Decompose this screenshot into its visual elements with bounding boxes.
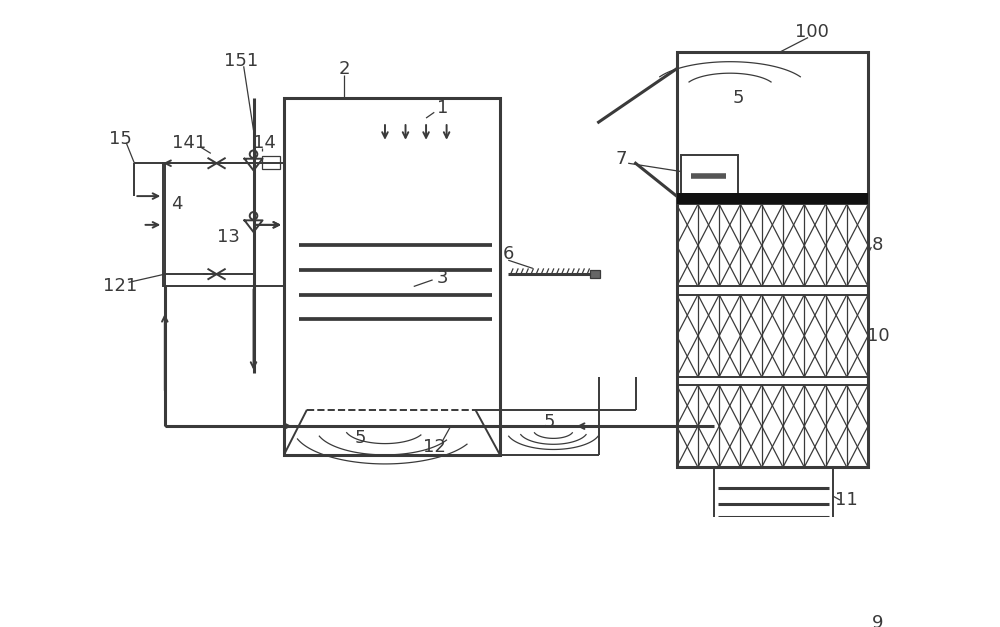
Bar bbox=[677, 52, 868, 467]
Bar bbox=[677, 193, 868, 204]
Bar bbox=[677, 385, 868, 467]
Text: 12: 12 bbox=[423, 438, 446, 456]
Text: 6: 6 bbox=[503, 245, 514, 263]
Text: 9: 9 bbox=[872, 614, 884, 627]
Text: 2: 2 bbox=[338, 60, 350, 78]
Text: 15: 15 bbox=[109, 130, 132, 147]
Text: 151: 151 bbox=[224, 51, 258, 70]
Text: 13: 13 bbox=[217, 228, 240, 246]
Text: 5: 5 bbox=[355, 429, 366, 448]
Bar bbox=[697, 591, 849, 627]
Text: 100: 100 bbox=[795, 23, 829, 41]
Text: 4: 4 bbox=[171, 196, 183, 213]
Text: 10: 10 bbox=[867, 327, 889, 345]
Text: 121: 121 bbox=[103, 278, 138, 295]
Text: 141: 141 bbox=[172, 134, 207, 152]
Bar bbox=[262, 156, 280, 169]
Text: 7: 7 bbox=[616, 150, 627, 168]
Bar bbox=[677, 295, 868, 377]
Bar bbox=[163, 163, 284, 287]
Bar bbox=[284, 98, 500, 455]
Text: 5: 5 bbox=[733, 88, 744, 107]
Bar bbox=[681, 155, 738, 196]
Bar bbox=[714, 467, 833, 533]
Text: 11: 11 bbox=[835, 491, 858, 509]
Text: 5: 5 bbox=[544, 413, 555, 431]
Text: 14: 14 bbox=[253, 134, 276, 152]
Text: 1: 1 bbox=[437, 99, 448, 117]
Text: 3: 3 bbox=[437, 269, 448, 287]
Text: 8: 8 bbox=[872, 236, 884, 255]
Bar bbox=[677, 204, 868, 287]
Bar bbox=[590, 270, 600, 278]
